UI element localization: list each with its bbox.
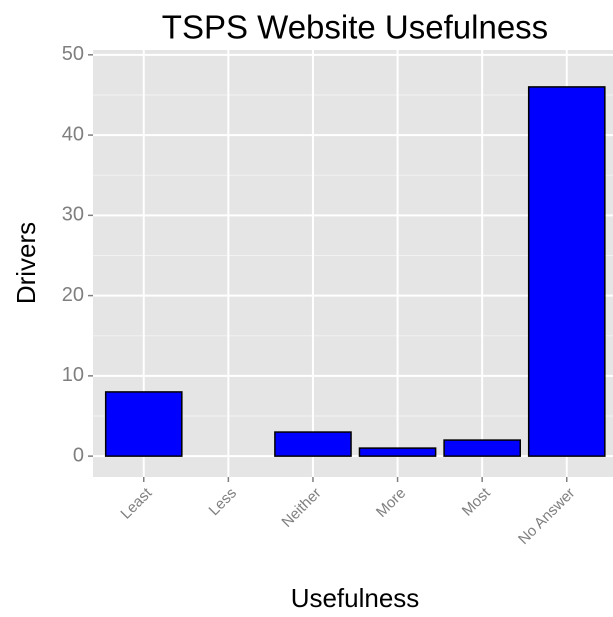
bar <box>443 439 521 457</box>
y-tick-label: 0 <box>73 444 84 466</box>
x-tick-label: More <box>373 485 409 521</box>
y-tick-label: 30 <box>62 204 84 226</box>
y-tick-label: 20 <box>62 284 84 306</box>
x-tick-label: No Answer <box>515 485 578 548</box>
bar <box>358 447 437 457</box>
x-tick-label: Least <box>117 484 156 523</box>
y-tick-label: 50 <box>62 43 84 65</box>
bar <box>104 391 183 457</box>
x-tick-label: Neither <box>278 485 324 531</box>
bar <box>527 86 606 457</box>
chart-title: TSPS Website Usefulness <box>162 9 548 46</box>
x-tick-label: Most <box>459 484 495 520</box>
y-tick-label: 40 <box>62 123 84 145</box>
y-tick-label: 10 <box>62 364 84 386</box>
x-tick-label: Less <box>206 485 240 519</box>
x-axis-label: Usefulness <box>291 583 420 613</box>
bar <box>274 431 352 457</box>
y-axis-label: Drivers <box>11 222 41 304</box>
